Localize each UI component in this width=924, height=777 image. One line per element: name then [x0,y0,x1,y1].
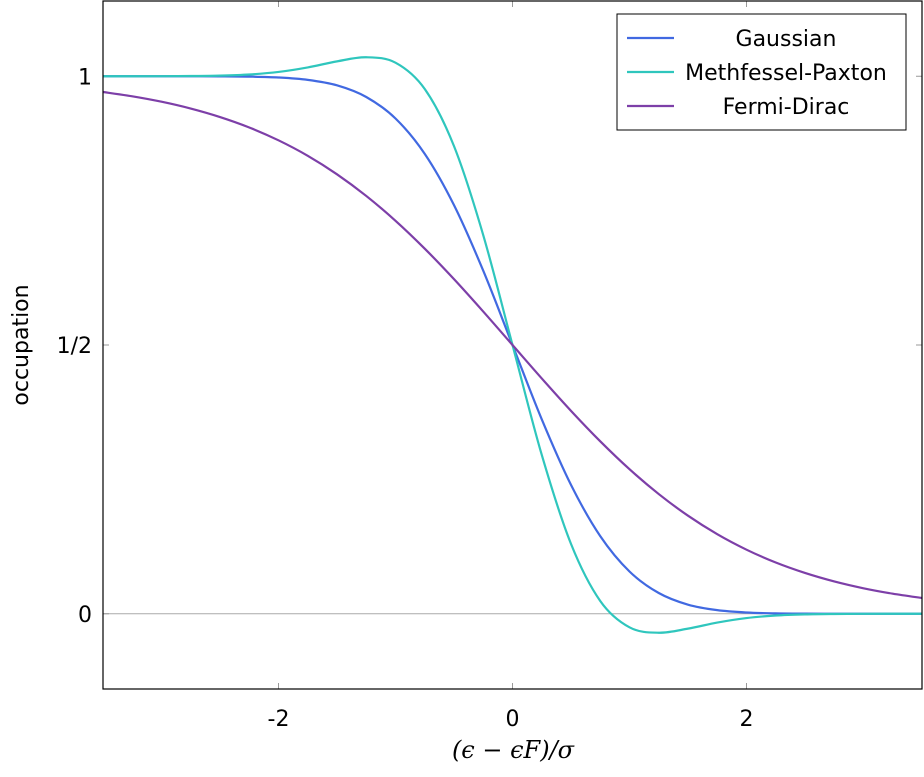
x-tick-label: 0 [506,707,520,732]
x-tick-label: 2 [740,707,754,732]
y-tick-label: 1 [78,65,92,90]
series-curves [103,56,922,634]
y-axis-label: occupation [9,284,34,405]
series-line-fermi-dirac [103,90,922,600]
legend: Gaussian Methfessel-Paxton Fermi-Dirac [616,13,907,131]
y-tick-label: 1/2 [57,334,92,359]
legend-label: Gaussian [736,27,837,52]
x-axis-label: (ϵ − ϵF)/σ [452,736,575,764]
plot-frame [102,0,923,690]
y-tick-label: 0 [78,603,92,628]
legend-label: Fermi-Dirac [723,95,850,120]
legend-label: Methfessel-Paxton [685,61,887,86]
x-tick-label: -2 [268,707,290,732]
